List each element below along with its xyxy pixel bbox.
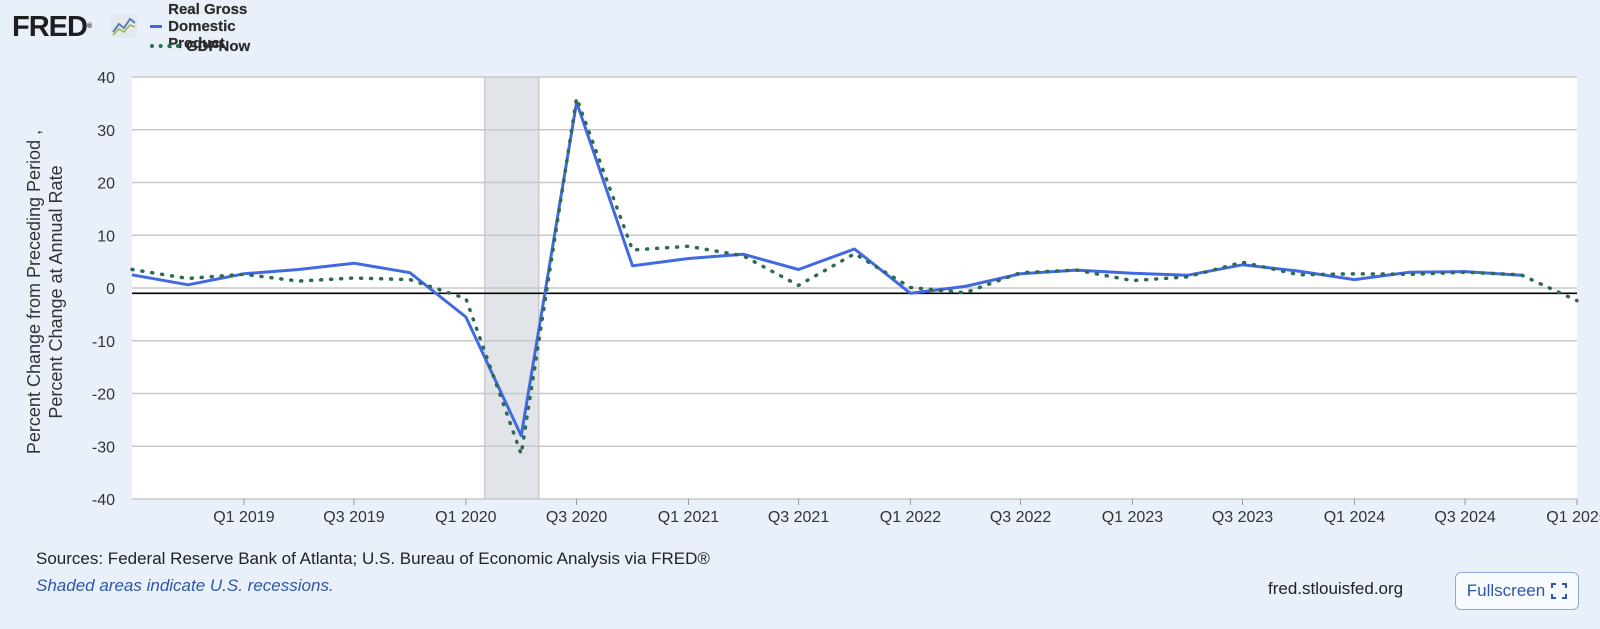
- series-line-real-gdp[interactable]: [131, 100, 1522, 438]
- y-tick-label: 20: [97, 176, 115, 193]
- x-tick-label: Q1 2024: [1324, 509, 1385, 526]
- legend-swatch-dotted: [150, 44, 180, 48]
- x-tick-label: Q3 2020: [546, 509, 607, 526]
- y-tick-label: -20: [92, 387, 115, 404]
- x-tick-label: Q3 2024: [1434, 509, 1495, 526]
- x-tick-label: Q1 2025: [1546, 509, 1600, 526]
- x-tick-label: Q3 2021: [768, 509, 829, 526]
- y-axis-ticks: 40 30 20 10 0 -10 -20 -30 -40: [92, 70, 115, 509]
- y-tick-label: 30: [97, 123, 115, 140]
- site-url: fred.stlouisfed.org: [1268, 579, 1404, 598]
- fullscreen-button[interactable]: Fullscreen: [1455, 572, 1579, 610]
- fullscreen-label: Fullscreen: [1466, 581, 1546, 600]
- legend-label: GDPNow: [186, 37, 251, 55]
- y-tick-label: 0: [106, 281, 115, 298]
- legend-label: Real Gross Domestic Product: [168, 0, 248, 52]
- x-tick-label: Q3 2019: [323, 509, 384, 526]
- chart-legend: Real Gross Domestic Product GDPNow: [150, 0, 254, 56]
- series-line-gdpnow[interactable]: [130, 96, 1579, 456]
- logo-text: FRED: [12, 11, 88, 43]
- logo-registered-mark: ®: [86, 23, 92, 30]
- y-tick-label: 40: [97, 70, 115, 87]
- x-axis-ticks: Q1 2019 Q3 2019 Q1 2020 Q3 2020 Q1 2021 Q3 20…: [213, 499, 1600, 526]
- legend-item-real-gdp[interactable]: Real Gross Domestic Product: [150, 0, 254, 52]
- y-tick-label: -40: [92, 492, 115, 509]
- chart-trend-icon: [111, 14, 137, 38]
- legend-swatch-solid: [150, 24, 163, 28]
- fullscreen-icon: [1551, 583, 1568, 599]
- series-layer[interactable]: [130, 96, 1579, 456]
- y-tick-label: -30: [92, 439, 115, 456]
- x-tick-label: Q1 2022: [880, 509, 941, 526]
- x-tick-label: Q1 2019: [213, 509, 274, 526]
- x-tick-label: Q1 2021: [658, 509, 719, 526]
- fred-logo[interactable]: FRED®: [12, 11, 92, 43]
- y-axis-label: Percent Change from Preceding Period , Pe…: [24, 130, 66, 454]
- x-tick-label: Q1 2020: [435, 509, 496, 526]
- y-tick-label: -10: [92, 334, 115, 351]
- legend-item-gdpnow[interactable]: GDPNow: [150, 36, 254, 56]
- y-tick-label: 10: [97, 228, 115, 245]
- gridlines-layer: [132, 76, 1577, 500]
- sources-note: Sources: Federal Reserve Bank of Atlanta…: [36, 549, 710, 568]
- x-tick-label: Q3 2022: [990, 509, 1051, 526]
- recession-note: Shaded areas indicate U.S. recessions.: [36, 576, 334, 595]
- x-tick-label: Q3 2023: [1212, 509, 1273, 526]
- x-tick-label: Q1 2023: [1102, 509, 1163, 526]
